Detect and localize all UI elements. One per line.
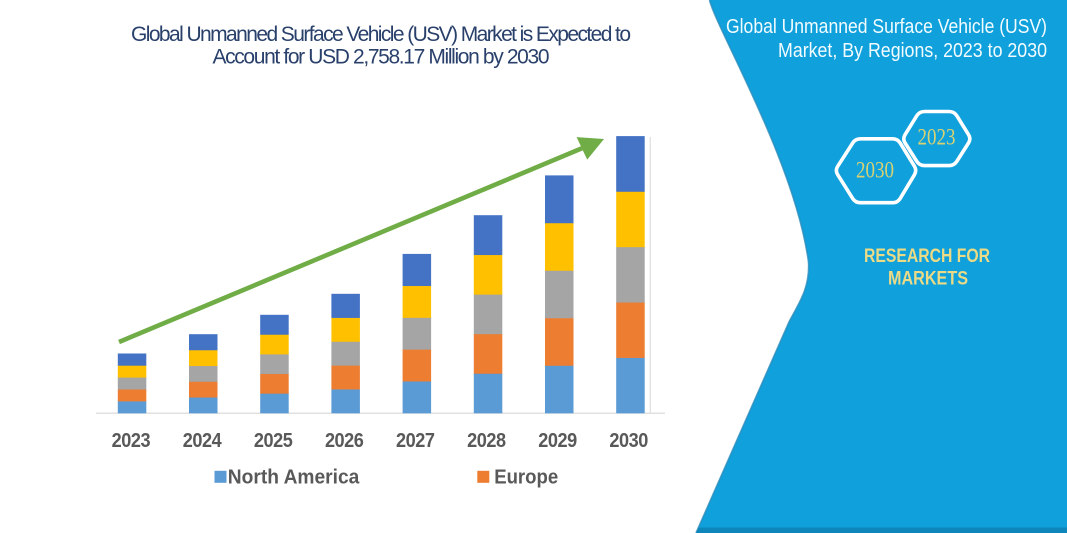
svg-text:North America: North America: [228, 467, 360, 489]
svg-text:Account for USD 2,758.17 Milli: Account for USD 2,758.17 Million by 2030: [213, 46, 550, 69]
svg-text:Global Unmanned Surface Vehicl: Global Unmanned Surface Vehicle (USV): [726, 15, 1047, 38]
svg-text:2029: 2029: [538, 430, 577, 452]
svg-text:2023: 2023: [918, 125, 956, 150]
svg-text:2024: 2024: [183, 430, 223, 452]
svg-text:2027: 2027: [396, 430, 435, 452]
svg-text:2023: 2023: [112, 430, 151, 452]
svg-text:2026: 2026: [325, 430, 364, 452]
svg-text:2030: 2030: [856, 158, 894, 183]
svg-text:Market, By Regions, 2023 to 20: Market, By Regions, 2023 to 2030: [778, 39, 1047, 62]
svg-text:Europe: Europe: [494, 467, 558, 489]
svg-text:2025: 2025: [254, 430, 293, 452]
svg-text:MARKETS: MARKETS: [888, 269, 968, 290]
svg-text:2030: 2030: [609, 430, 648, 452]
svg-text:RESEARCH FOR: RESEARCH FOR: [864, 246, 990, 267]
svg-text:Global Unmanned Surface Vehicl: Global Unmanned Surface Vehicle (USV) Ma…: [131, 23, 631, 46]
svg-text:2028: 2028: [467, 430, 506, 452]
